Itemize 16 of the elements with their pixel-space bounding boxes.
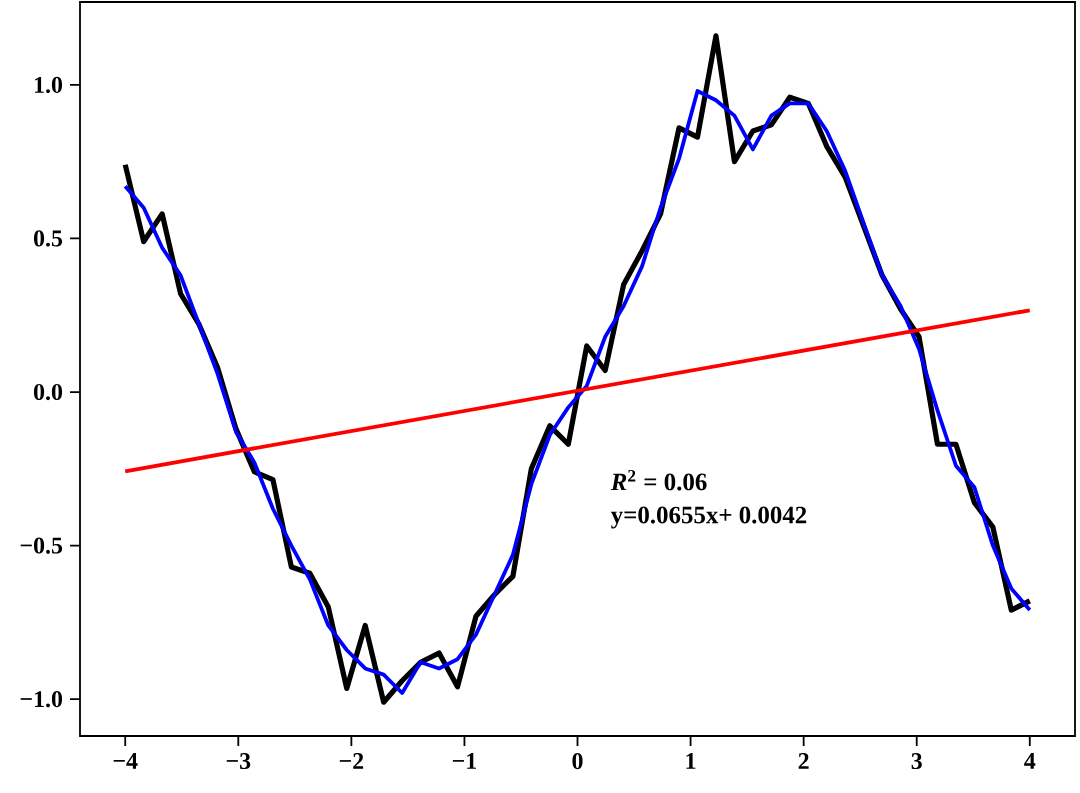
x-tick-label: −2: [339, 753, 364, 769]
x-tick-label: 0: [572, 753, 583, 770]
x-tick-label: 4: [1024, 753, 1036, 769]
y-tick-label: 1.0: [34, 76, 63, 94]
annotation: R$^{2}$ = 0.06: [610, 469, 707, 491]
y-tick-label: −0.5: [20, 537, 63, 554]
annotation: y=0.0655x+ 0.0042: [610, 506, 807, 529]
y-tick-label: 0.0: [33, 383, 63, 401]
y-tick-label: 0.5: [33, 230, 63, 247]
x-tick-label: 1: [686, 753, 696, 769]
y-tick-label: −1.0: [20, 691, 63, 708]
x-tick-label: −1: [452, 753, 476, 769]
x-tick-label: −3: [226, 753, 251, 770]
x-tick-label: −4: [113, 753, 138, 769]
x-tick-label: 2: [798, 753, 809, 769]
x-tick-label: 3: [911, 753, 922, 770]
